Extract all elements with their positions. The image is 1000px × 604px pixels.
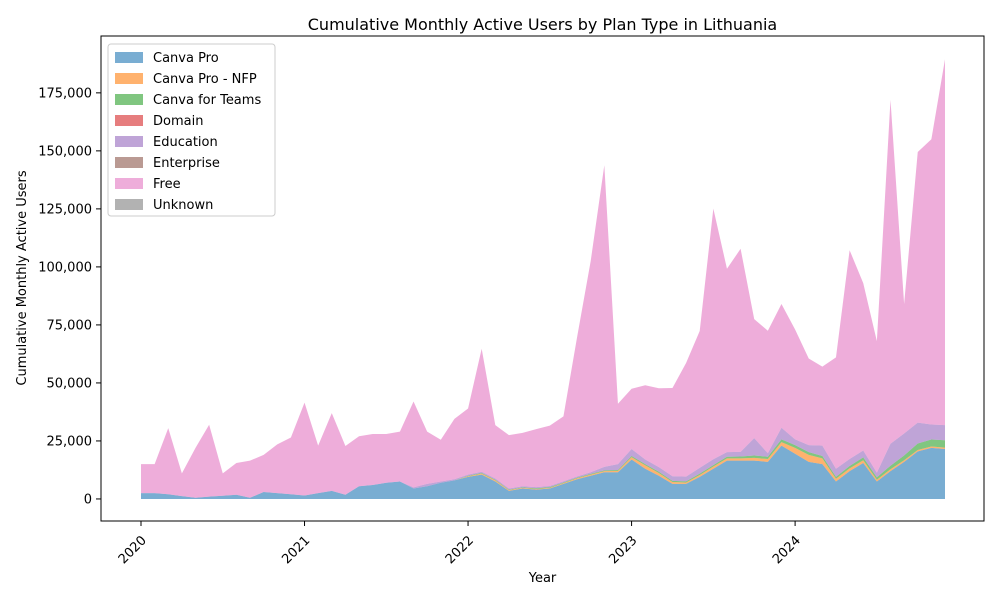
legend-label: Enterprise	[153, 156, 220, 171]
y-tick-label: 150,000	[38, 144, 92, 159]
y-axis-label: Cumulative Monthly Active Users	[15, 170, 30, 385]
y-tick-label: 100,000	[38, 260, 92, 275]
y-tick-label: 175,000	[38, 86, 92, 101]
x-axis-label: Year	[528, 571, 557, 586]
legend-swatch	[115, 73, 143, 84]
y-tick-label: 0	[84, 492, 92, 507]
legend-swatch	[115, 52, 143, 63]
legend-label: Unknown	[153, 198, 213, 213]
legend-box	[107, 43, 276, 217]
y-tick-label: 50,000	[47, 376, 93, 391]
y-tick-label: 25,000	[47, 434, 93, 449]
area-layers	[141, 59, 945, 499]
legend-swatch	[115, 178, 143, 189]
legend-label: Education	[153, 135, 218, 150]
legend-label: Canva Pro - NFP	[153, 72, 257, 87]
legend-swatch	[115, 115, 143, 126]
area-series-canva-pro	[141, 445, 945, 499]
area-series-free	[141, 59, 945, 498]
legend-label: Free	[153, 177, 181, 192]
legend-swatch	[115, 136, 143, 147]
legend-swatch	[115, 199, 143, 210]
y-tick-label: 125,000	[38, 202, 92, 217]
plot-frame	[100, 35, 985, 522]
y-tick-label: 75,000	[47, 318, 93, 333]
legend-swatch	[115, 94, 143, 105]
chart-title: Cumulative Monthly Active Users by Plan …	[308, 15, 777, 34]
legend-label: Canva Pro	[153, 51, 219, 66]
legend-label: Canva for Teams	[153, 93, 261, 108]
legend-label: Domain	[153, 114, 203, 129]
y-axis-ticks: 0 25,000 50,000 75,000 100,000 125,000 150,000…	[38, 86, 101, 507]
legend: Canva Pro Canva Pro - NFP Canva for Teams D…	[107, 43, 276, 217]
legend-swatch	[115, 157, 143, 168]
